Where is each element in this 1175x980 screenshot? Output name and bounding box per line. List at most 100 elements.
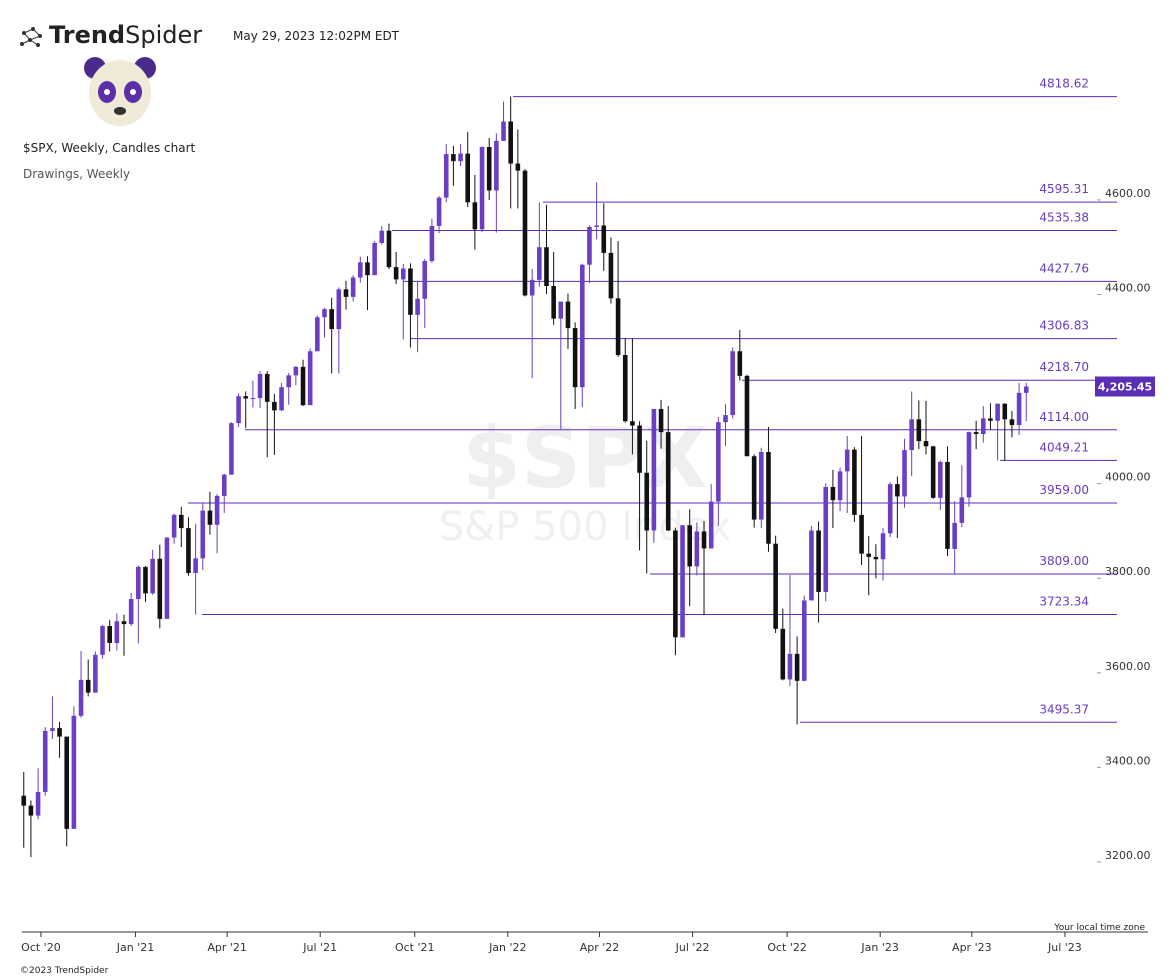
x-tick-label: Apr '23 [952,941,992,954]
level-label: 4535.38 [1039,211,1089,225]
footer: ©2023 TrendSpider [20,966,109,976]
brand-icon [20,27,42,47]
candle-body [78,679,84,716]
last-price-box [1095,376,1155,397]
candle-body [229,423,234,475]
y-tick-label: 3400.00 [1105,754,1151,767]
candle-body [716,422,721,502]
candle-body [293,366,299,376]
candle-body [465,153,471,203]
candle-body [737,351,743,376]
candle-body [565,301,571,329]
candle-body [315,317,320,352]
x-tick-label: Jan '21 [116,941,154,954]
level-label: 4306.83 [1039,319,1089,333]
candle-body [28,805,34,816]
candle-body [938,461,943,498]
candle-body [451,154,456,162]
candle-body [279,387,284,411]
candle-body [472,202,478,230]
x-tick-label: Oct '21 [395,941,435,954]
candle-body [995,403,1000,421]
candle-body [164,537,170,619]
y-tick-label: 3800.00 [1105,565,1151,578]
candle-body [887,484,893,534]
x-tick-label: Apr '21 [207,941,247,954]
level-label: 4595.31 [1039,182,1089,196]
candle-body [844,449,850,472]
candle-body [264,373,270,402]
candle-body [358,262,363,278]
timezone-note: Your local time zone [1053,923,1145,933]
candle-body [458,153,463,162]
y-tick-label: 4000.00 [1105,471,1151,484]
candle-body [372,242,377,276]
x-tick-label: Apr '22 [580,941,620,954]
level-label: 4049.21 [1039,440,1089,454]
candle-body [286,375,292,388]
candle-body [579,264,585,388]
candle-body [794,653,800,681]
candle-body [100,625,105,655]
candle-body [250,398,256,400]
candle-body [136,566,141,600]
avatar [84,57,156,126]
candle-body [1002,403,1008,420]
candle-body [959,497,965,523]
candle-body [515,163,521,171]
candle-body [658,408,664,433]
candle-body [859,514,864,554]
candle-body [436,197,442,226]
candle-body [615,298,621,356]
candle-body [64,736,70,829]
x-tick-label: Jan '22 [488,941,526,954]
candle-body [300,366,306,406]
candle-body [651,408,657,531]
candle-body [21,795,27,806]
candle-body [601,225,607,253]
candle-body [529,279,535,296]
candle-body [558,301,564,319]
candle-body [85,679,91,693]
timestamp: May 29, 2023 12:02PM EDT [233,29,400,43]
candle-body [608,252,614,299]
candle-body [923,441,929,447]
candle-body [393,267,399,280]
candle-body [830,486,836,501]
candle-body [186,528,191,574]
candle-body [322,309,327,318]
candle-body [773,543,778,629]
candle-body [823,486,829,592]
candle-body [665,432,671,531]
candle-body [200,510,206,559]
candle-body [207,510,213,525]
candle-body [350,277,356,297]
candle-body [71,715,77,829]
candle-body [508,121,513,164]
candle-body [902,450,907,497]
candle-body [587,226,592,265]
candle-body [980,418,986,435]
candle-body [400,268,406,280]
candle-body [214,495,220,525]
x-tick-label: Jul '21 [302,941,337,954]
candle-body [895,484,900,497]
candle-body [723,415,728,423]
level-label: 4114.00 [1039,410,1089,424]
y-tick-label: 3600.00 [1105,660,1151,673]
level-label: 3959.00 [1039,483,1089,497]
candle-body [809,530,814,601]
candle-body [42,730,48,792]
candle-body [128,599,134,625]
candle-body [687,525,693,567]
candle-body [880,533,886,560]
candle-body [243,396,249,399]
candle-body [429,225,435,261]
candle-body [873,556,879,560]
level-label: 3723.34 [1039,594,1089,608]
candle-body [537,247,542,280]
brand-regular: Spider [125,21,202,49]
candle-body [171,514,177,538]
